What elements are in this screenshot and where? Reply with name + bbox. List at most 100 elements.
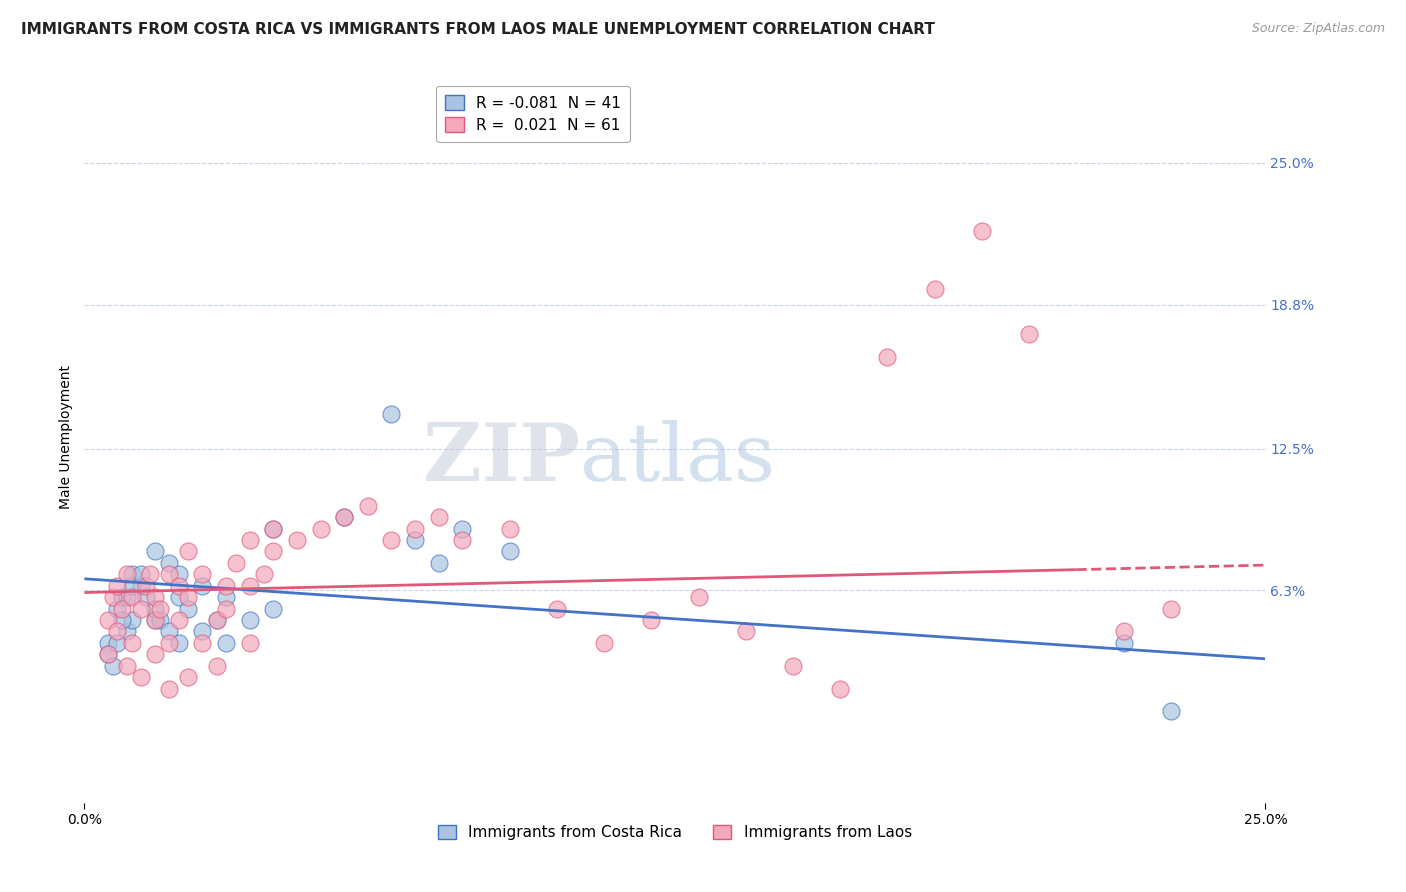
Point — [157, 567, 180, 582]
Point — [239, 533, 262, 547]
Point — [1160, 705, 1182, 719]
Point — [404, 521, 426, 535]
Point — [688, 590, 710, 604]
Point — [970, 224, 993, 238]
Point — [129, 579, 152, 593]
Point — [1018, 327, 1040, 342]
Point — [107, 624, 129, 639]
Point — [357, 499, 380, 513]
Point — [143, 544, 166, 558]
Point — [262, 521, 284, 535]
Legend: Immigrants from Costa Rica, Immigrants from Laos: Immigrants from Costa Rica, Immigrants f… — [432, 819, 918, 847]
Point — [129, 601, 152, 615]
Point — [225, 556, 247, 570]
Point — [239, 613, 262, 627]
Point — [380, 407, 402, 421]
Point — [143, 601, 166, 615]
Point — [427, 556, 450, 570]
Point — [167, 613, 190, 627]
Point — [734, 624, 756, 639]
Point — [167, 590, 190, 604]
Point — [205, 613, 228, 627]
Point — [205, 658, 228, 673]
Point — [380, 533, 402, 547]
Point — [115, 624, 138, 639]
Text: atlas: atlas — [581, 420, 776, 498]
Text: ZIP: ZIP — [423, 420, 581, 498]
Point — [143, 613, 166, 627]
Point — [830, 681, 852, 696]
Point — [215, 601, 238, 615]
Point — [97, 636, 120, 650]
Point — [111, 601, 134, 615]
Point — [309, 521, 332, 535]
Point — [115, 590, 138, 604]
Point — [157, 636, 180, 650]
Point — [593, 636, 616, 650]
Point — [427, 510, 450, 524]
Point — [262, 521, 284, 535]
Point — [191, 624, 214, 639]
Point — [139, 567, 162, 582]
Point — [215, 590, 238, 604]
Point — [177, 590, 200, 604]
Point — [451, 521, 474, 535]
Point — [115, 567, 138, 582]
Point — [546, 601, 568, 615]
Point — [97, 613, 120, 627]
Point — [111, 590, 134, 604]
Point — [191, 579, 214, 593]
Point — [167, 579, 190, 593]
Point — [498, 521, 520, 535]
Point — [876, 350, 898, 364]
Point — [1112, 636, 1135, 650]
Point — [107, 579, 129, 593]
Point — [177, 601, 200, 615]
Point — [157, 624, 180, 639]
Point — [143, 647, 166, 661]
Point — [149, 601, 172, 615]
Point — [782, 658, 804, 673]
Point — [205, 613, 228, 627]
Point — [215, 636, 238, 650]
Point — [121, 613, 143, 627]
Point — [191, 636, 214, 650]
Point — [177, 544, 200, 558]
Point — [107, 636, 129, 650]
Point — [121, 590, 143, 604]
Point — [215, 579, 238, 593]
Point — [129, 567, 152, 582]
Point — [101, 658, 124, 673]
Point — [262, 601, 284, 615]
Point — [1112, 624, 1135, 639]
Y-axis label: Male Unemployment: Male Unemployment — [59, 365, 73, 509]
Point — [498, 544, 520, 558]
Point — [135, 579, 157, 593]
Point — [107, 601, 129, 615]
Point — [157, 556, 180, 570]
Point — [111, 613, 134, 627]
Point — [177, 670, 200, 684]
Point — [167, 567, 190, 582]
Point — [285, 533, 308, 547]
Point — [143, 613, 166, 627]
Point — [115, 658, 138, 673]
Point — [239, 636, 262, 650]
Point — [167, 636, 190, 650]
Point — [97, 647, 120, 661]
Point — [262, 544, 284, 558]
Point — [157, 681, 180, 696]
Point — [640, 613, 662, 627]
Point — [924, 281, 946, 295]
Point — [121, 636, 143, 650]
Point — [239, 579, 262, 593]
Point — [101, 590, 124, 604]
Point — [253, 567, 276, 582]
Point — [121, 567, 143, 582]
Point — [135, 590, 157, 604]
Point — [191, 567, 214, 582]
Point — [121, 579, 143, 593]
Point — [333, 510, 356, 524]
Point — [149, 613, 172, 627]
Point — [1160, 601, 1182, 615]
